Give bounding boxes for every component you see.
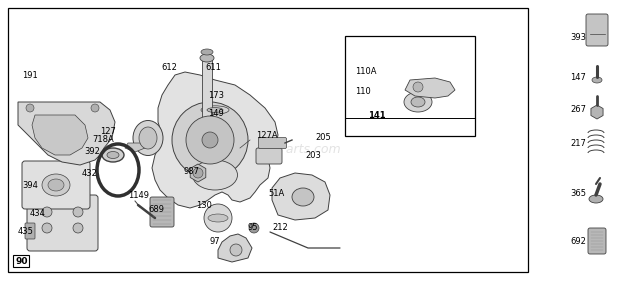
FancyBboxPatch shape <box>25 223 35 239</box>
Circle shape <box>42 207 52 217</box>
Ellipse shape <box>201 49 213 55</box>
Text: 205: 205 <box>315 132 330 142</box>
FancyBboxPatch shape <box>256 148 282 164</box>
Text: 147: 147 <box>570 72 586 82</box>
Text: 718A: 718A <box>92 136 113 145</box>
Ellipse shape <box>411 97 425 107</box>
Ellipse shape <box>200 54 214 62</box>
Polygon shape <box>405 78 455 98</box>
Text: 110: 110 <box>355 87 371 95</box>
FancyBboxPatch shape <box>27 195 98 251</box>
FancyBboxPatch shape <box>259 138 286 149</box>
Ellipse shape <box>589 195 603 203</box>
FancyBboxPatch shape <box>586 14 608 46</box>
Text: 149: 149 <box>208 108 224 117</box>
Circle shape <box>193 168 203 178</box>
Polygon shape <box>18 102 115 165</box>
Ellipse shape <box>292 188 314 206</box>
Ellipse shape <box>48 179 64 191</box>
Ellipse shape <box>208 214 228 222</box>
FancyBboxPatch shape <box>150 197 174 227</box>
Text: 689: 689 <box>148 205 164 215</box>
Circle shape <box>42 223 52 233</box>
Text: 612: 612 <box>161 63 177 72</box>
Ellipse shape <box>107 151 119 158</box>
Text: 127: 127 <box>100 128 116 136</box>
Text: 267: 267 <box>570 104 586 113</box>
Text: 432: 432 <box>82 168 98 177</box>
Circle shape <box>186 116 234 164</box>
Ellipse shape <box>133 121 163 155</box>
Text: eReplacementParts.com: eReplacementParts.com <box>188 143 342 156</box>
Ellipse shape <box>139 127 157 149</box>
Text: 97: 97 <box>210 237 221 246</box>
Text: 130: 130 <box>196 200 212 209</box>
Ellipse shape <box>207 108 223 112</box>
Ellipse shape <box>42 174 70 196</box>
Polygon shape <box>152 72 278 208</box>
Circle shape <box>413 82 423 92</box>
Circle shape <box>202 132 218 148</box>
Circle shape <box>249 223 259 233</box>
Text: 141: 141 <box>368 112 386 121</box>
Text: 51A: 51A <box>268 188 284 198</box>
Text: 611: 611 <box>205 63 221 72</box>
Circle shape <box>26 104 34 112</box>
Polygon shape <box>125 143 145 152</box>
Bar <box>345 36 475 136</box>
Text: 393: 393 <box>570 33 586 42</box>
Text: 212: 212 <box>272 224 288 233</box>
Ellipse shape <box>404 92 432 112</box>
Ellipse shape <box>592 77 602 83</box>
Text: 692: 692 <box>570 237 586 246</box>
Text: 434: 434 <box>30 209 46 218</box>
Ellipse shape <box>201 106 229 114</box>
Text: 435: 435 <box>18 228 34 237</box>
Polygon shape <box>272 173 330 220</box>
FancyBboxPatch shape <box>22 161 90 209</box>
Text: 191: 191 <box>22 72 38 80</box>
Polygon shape <box>218 234 252 262</box>
Ellipse shape <box>192 160 237 190</box>
Text: 95: 95 <box>248 224 259 233</box>
Text: 1149: 1149 <box>128 190 149 200</box>
Text: 392: 392 <box>84 147 100 156</box>
Text: 394: 394 <box>22 181 38 190</box>
Circle shape <box>204 204 232 232</box>
FancyBboxPatch shape <box>588 228 606 254</box>
Text: 173: 173 <box>208 91 224 100</box>
Text: 110A: 110A <box>355 67 376 76</box>
Text: 365: 365 <box>570 188 586 198</box>
Circle shape <box>230 244 242 256</box>
Text: 203: 203 <box>305 151 321 160</box>
Text: 127A: 127A <box>256 132 278 140</box>
Text: 90: 90 <box>15 256 27 265</box>
Circle shape <box>91 104 99 112</box>
Circle shape <box>172 102 248 178</box>
Polygon shape <box>32 115 88 155</box>
Circle shape <box>73 223 83 233</box>
Text: 217: 217 <box>570 140 586 149</box>
Bar <box>8 8 528 272</box>
Text: 987: 987 <box>183 166 199 175</box>
Bar <box>202 56 212 128</box>
Ellipse shape <box>102 148 124 162</box>
Circle shape <box>73 207 83 217</box>
